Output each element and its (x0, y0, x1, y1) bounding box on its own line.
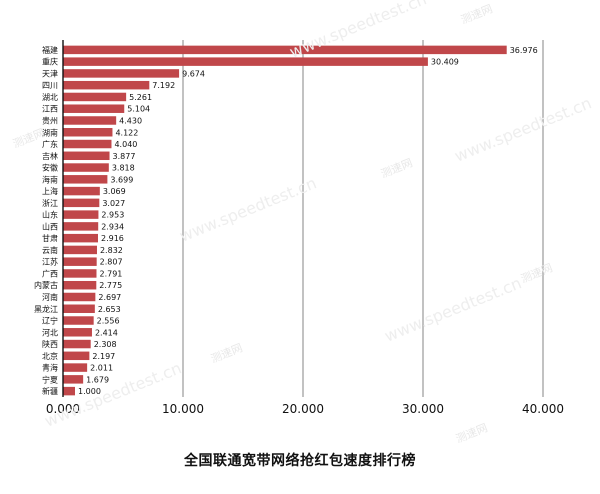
data-label-13: 3.027 (102, 199, 125, 208)
x-tick-label-1: 10.000 (162, 402, 204, 416)
bar-22 (63, 304, 95, 313)
data-label-8: 4.040 (114, 140, 137, 149)
data-label-22: 2.653 (98, 305, 121, 314)
bar-25 (63, 339, 91, 349)
bar-1 (63, 57, 428, 66)
bar-20 (63, 280, 97, 290)
bar-8 (63, 139, 112, 149)
bar-29 (63, 386, 75, 396)
y-category-label-16: 甘肃 (42, 233, 58, 243)
data-label-16: 2.916 (101, 234, 124, 243)
bar-9 (63, 151, 110, 161)
y-category-label-6: 贵州 (42, 115, 58, 125)
bar-2 (63, 69, 180, 78)
bar-12 (63, 186, 100, 196)
data-label-15: 2.934 (101, 222, 124, 231)
bar-24 (63, 328, 92, 337)
bar-10 (63, 163, 109, 172)
y-category-label-14: 山东 (42, 210, 58, 220)
bar-19 (63, 269, 97, 278)
data-label-23: 2.556 (97, 317, 120, 326)
bar-3 (63, 80, 150, 90)
y-category-label-15: 山西 (42, 221, 58, 231)
y-category-label-23: 辽宁 (42, 316, 58, 326)
bar-5 (63, 104, 125, 113)
y-category-label-3: 四川 (42, 81, 58, 90)
data-label-1: 30.409 (431, 58, 459, 67)
y-category-label-7: 湖南 (42, 127, 58, 137)
y-category-label-1: 重庆 (42, 57, 58, 67)
data-label-9: 3.877 (113, 152, 136, 161)
y-category-label-27: 青海 (42, 363, 58, 373)
bar-4 (63, 92, 127, 102)
y-category-label-20: 内蒙古 (34, 280, 58, 290)
data-label-2: 9.674 (182, 69, 205, 78)
data-label-4: 5.261 (129, 93, 152, 102)
chart-title: 全国联通宽带网络抢红包速度排行榜 (184, 453, 416, 469)
bar-18 (63, 257, 97, 266)
x-tick-label-3: 30.000 (402, 402, 444, 416)
bar-28 (63, 375, 84, 384)
data-label-18: 2.807 (100, 258, 123, 267)
y-category-label-19: 广西 (42, 268, 58, 278)
y-category-label-26: 北京 (42, 351, 58, 361)
y-category-label-10: 安徽 (42, 163, 58, 173)
data-label-5: 5.104 (127, 105, 150, 114)
y-category-label-0: 福建 (42, 45, 58, 55)
data-label-3: 7.192 (152, 81, 175, 90)
y-category-label-4: 湖北 (42, 93, 58, 102)
data-label-21: 2.697 (98, 293, 121, 302)
data-label-10: 3.818 (112, 164, 135, 173)
bar-13 (63, 198, 100, 208)
data-label-0: 36.976 (510, 46, 538, 55)
y-category-label-29: 新疆 (42, 386, 58, 396)
y-category-label-2: 天津 (42, 68, 58, 78)
data-label-25: 2.308 (94, 340, 117, 349)
y-category-label-5: 江西 (42, 105, 58, 114)
data-label-11: 3.699 (110, 175, 133, 184)
data-label-26: 2.197 (92, 352, 115, 361)
data-label-12: 3.069 (103, 187, 126, 196)
bar-11 (63, 175, 108, 184)
data-label-20: 2.775 (99, 281, 122, 290)
bar-23 (63, 316, 94, 325)
data-label-14: 2.953 (101, 211, 124, 220)
bar-21 (63, 292, 96, 302)
bar-15 (63, 222, 99, 231)
x-tick-label-2: 20.000 (282, 402, 324, 416)
y-category-label-9: 吉林 (42, 151, 58, 161)
data-label-28: 1.679 (86, 375, 109, 384)
y-category-label-28: 宁夏 (42, 374, 58, 384)
y-category-label-24: 河北 (42, 327, 58, 337)
bar-6 (63, 116, 117, 125)
y-category-label-13: 浙江 (42, 198, 58, 208)
y-category-label-18: 江苏 (42, 257, 58, 267)
y-category-label-25: 陕西 (42, 339, 58, 349)
y-category-label-21: 河南 (42, 292, 58, 302)
y-category-label-12: 上海 (42, 186, 58, 196)
y-category-label-11: 海南 (42, 174, 58, 184)
bar-14 (63, 210, 99, 219)
data-label-7: 4.122 (115, 128, 138, 137)
bar-16 (63, 233, 98, 243)
data-label-27: 2.011 (90, 364, 113, 373)
bar-26 (63, 351, 90, 361)
bar-7 (63, 128, 113, 137)
bar-27 (63, 363, 88, 372)
data-label-24: 2.414 (95, 328, 118, 337)
data-label-17: 2.832 (100, 246, 123, 255)
y-category-label-8: 广东 (42, 139, 58, 149)
x-tick-label-0: 0.000 (46, 402, 80, 416)
y-category-label-22: 黑龙江 (34, 304, 58, 314)
y-category-label-17: 云南 (42, 245, 58, 255)
data-label-19: 2.791 (99, 269, 122, 278)
bar-17 (63, 245, 97, 255)
data-label-29: 1.000 (78, 387, 101, 396)
bar-0 (63, 45, 507, 55)
x-tick-label-4: 40.000 (522, 402, 564, 416)
data-label-6: 4.430 (119, 116, 142, 125)
